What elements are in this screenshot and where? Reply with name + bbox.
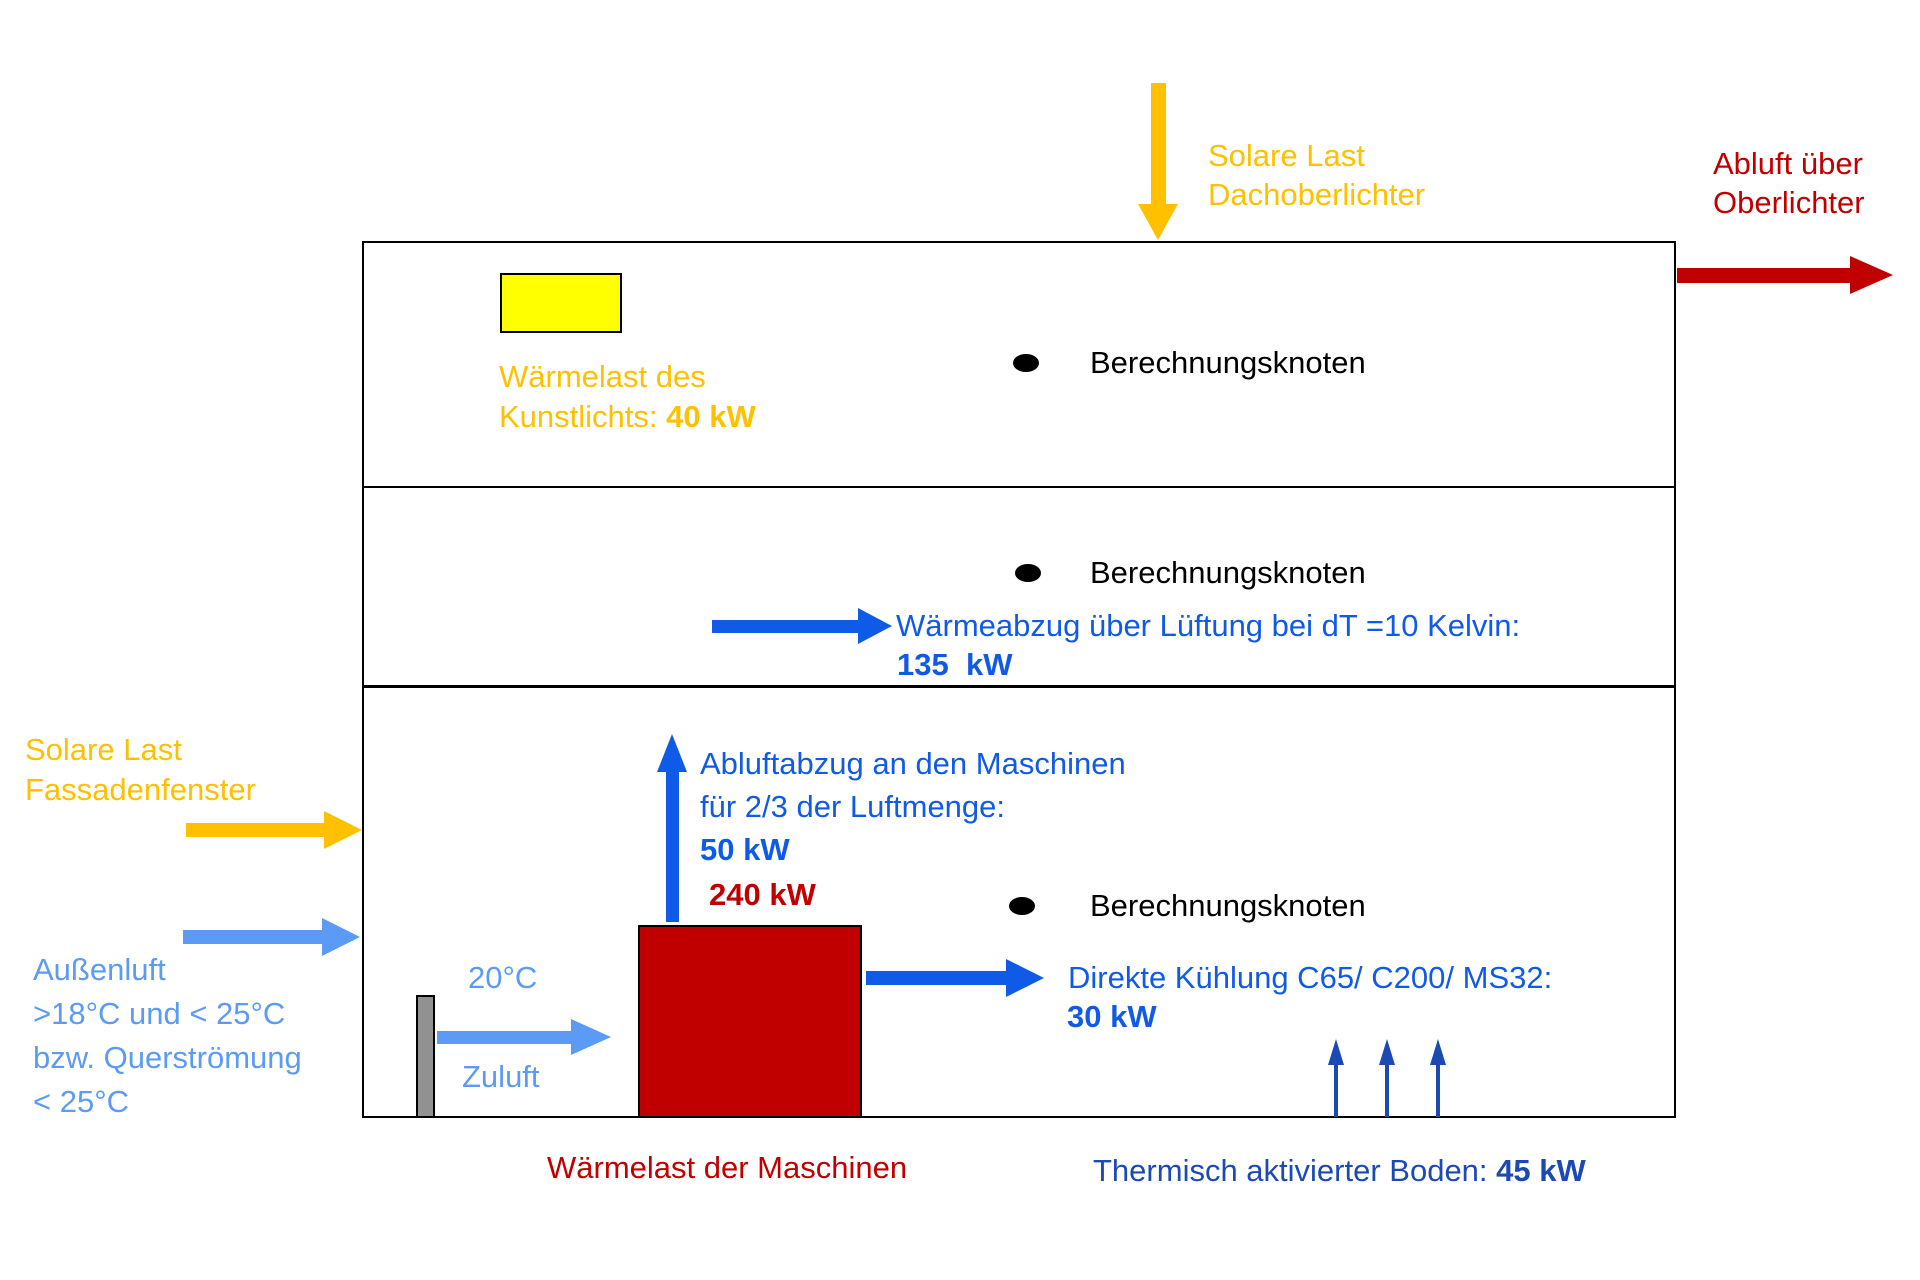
machine-exhaust-label-line2: für 2/3 der Luftmenge: <box>700 789 1006 824</box>
machine-load-value: 240 kW <box>709 877 816 912</box>
outdoor-air-label: Außenluft >18°C und < 25°C bzw. Querströ… <box>33 948 302 1124</box>
floor-activation-value: 45 kW <box>1496 1153 1586 1188</box>
floor-divider-upper <box>362 486 1676 488</box>
supply-air-label: Zuluft <box>462 1059 540 1094</box>
solar-facade-label-line2: Fassadenfenster <box>25 772 256 807</box>
artificial-light-label: Wärmelast des Kunstlichts: 40 kW <box>499 357 756 437</box>
artificial-light-label-line2: Kunstlichts: 40 kW <box>499 397 756 437</box>
outdoor-air-label-line3: bzw. Querströmung <box>33 1040 302 1075</box>
node-label-2: Berechnungsknoten <box>1090 555 1366 590</box>
machine-heat-rect <box>638 925 862 1118</box>
exhaust-roof-label-line1: Abluft über <box>1713 146 1863 181</box>
solar-roof-label: Solare Last Dachoberlichter <box>1208 136 1425 214</box>
artificial-light-label-prefix: Kunstlichts: <box>499 399 667 434</box>
exhaust-roof-label-line2: Oberlichter <box>1713 185 1865 220</box>
floor-divider-lower <box>362 685 1676 688</box>
solar-facade-label-line1: Solare Last <box>25 732 182 767</box>
artificial-light-label-line1: Wärmelast des <box>499 359 706 394</box>
building-outline <box>362 241 1676 1118</box>
supply-air-temp: 20°C <box>468 960 538 995</box>
vent-heat-removal-label: Wärmeabzug über Lüftung bei dT =10 Kelvi… <box>896 608 1521 643</box>
solar-roof-label-line1: Solare Last <box>1208 138 1365 173</box>
supply-air-damper <box>416 995 435 1118</box>
outdoor-air-label-line4: < 25°C <box>33 1084 129 1119</box>
floor-activation-caption: Thermisch aktivierter Boden: 45 kW <box>1093 1151 1586 1191</box>
machine-heat-caption: Wärmelast der Maschinen <box>547 1150 908 1185</box>
outdoor-air-label-line1: Außenluft <box>33 952 166 987</box>
artificial-light-rect <box>500 273 622 333</box>
direct-cooling-label: Direkte Kühlung C65/ C200/ MS32: <box>1068 960 1553 995</box>
vent-heat-removal-value: 135 kW <box>897 647 1013 682</box>
node-label-1: Berechnungsknoten <box>1090 345 1366 380</box>
direct-cooling-value: 30 kW <box>1067 999 1157 1034</box>
outdoor-air-label-line2: >18°C und < 25°C <box>33 996 286 1031</box>
floor-activation-caption-prefix: Thermisch aktivierter Boden: <box>1093 1153 1497 1188</box>
node-dot-icon-2 <box>1015 564 1041 582</box>
artificial-light-value: 40 kW <box>666 399 756 434</box>
machine-exhaust-label-line1: Abluftabzug an den Maschinen <box>700 746 1126 781</box>
node-label-3: Berechnungsknoten <box>1090 888 1366 923</box>
exhaust-roof-label: Abluft über Oberlichter <box>1713 144 1865 222</box>
solar-roof-label-line2: Dachoberlichter <box>1208 177 1426 212</box>
node-dot-icon-3 <box>1009 897 1035 915</box>
node-dot-icon-1 <box>1013 354 1039 372</box>
solar-facade-label: Solare Last Fassadenfenster <box>25 730 256 810</box>
machine-exhaust-label: Abluftabzug an den Maschinen für 2/3 der… <box>700 742 1126 871</box>
machine-exhaust-value: 50 kW <box>700 832 790 867</box>
